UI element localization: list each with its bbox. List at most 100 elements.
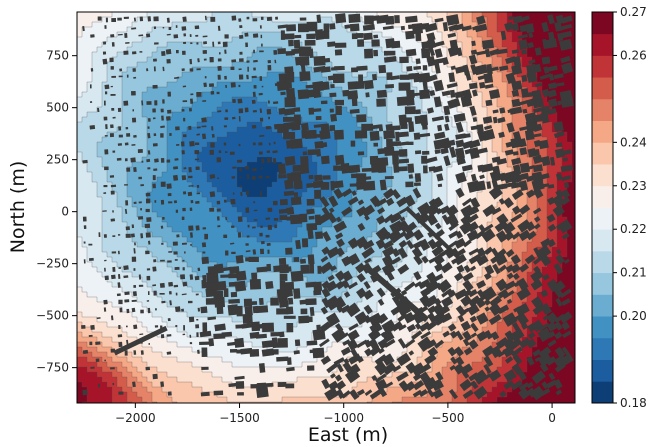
contour-cell xyxy=(157,212,163,218)
contour-cell xyxy=(192,122,198,128)
contour-cell xyxy=(497,57,503,63)
contour-cell xyxy=(107,97,113,103)
contour-cell xyxy=(482,152,488,158)
contour-cell xyxy=(542,127,548,133)
contour-cell xyxy=(107,107,113,113)
contour-cell xyxy=(272,107,278,113)
contour-cell xyxy=(332,57,338,63)
contour-cell xyxy=(527,52,533,58)
contour-cell xyxy=(377,252,383,258)
contour-cell xyxy=(177,62,183,68)
contour-cell xyxy=(567,247,573,253)
contour-cell xyxy=(332,47,338,53)
contour-cell xyxy=(117,237,123,243)
contour-cell xyxy=(557,62,563,68)
contour-cell xyxy=(377,142,383,148)
contour-cell xyxy=(82,127,88,133)
contour-cell xyxy=(512,202,518,208)
contour-cell xyxy=(357,57,363,63)
contour-cell xyxy=(92,122,98,128)
contour-cell xyxy=(557,12,563,18)
contour-cell xyxy=(192,107,198,113)
contour-cell xyxy=(252,127,258,133)
contour-cell xyxy=(432,37,438,43)
contour-cell xyxy=(82,112,88,118)
contour-cell xyxy=(92,192,98,198)
contour-cell xyxy=(427,87,433,93)
contour-cell xyxy=(522,52,528,58)
contour-cell xyxy=(117,37,123,43)
contour-cell xyxy=(222,212,228,218)
contour-cell xyxy=(177,167,183,173)
contour-cell xyxy=(152,242,158,248)
contour-cell xyxy=(82,247,88,253)
contour-cell xyxy=(177,187,183,193)
contour-cell xyxy=(147,252,153,258)
contour-cell xyxy=(217,187,223,193)
contour-cell xyxy=(142,107,148,113)
contour-cell xyxy=(247,157,253,163)
contour-cell xyxy=(497,82,503,88)
contour-cell xyxy=(157,227,163,233)
contour-cell xyxy=(77,152,83,158)
contour-cell xyxy=(547,232,553,238)
contour-cell xyxy=(297,247,303,253)
contour-cell xyxy=(122,127,128,133)
contour-cell xyxy=(112,232,118,238)
contour-cell xyxy=(342,82,348,88)
contour-cell xyxy=(277,187,283,193)
contour-cell xyxy=(287,232,293,238)
contour-cell xyxy=(247,127,253,133)
contour-cell xyxy=(157,47,163,53)
contour-cell xyxy=(352,127,358,133)
contour-cell xyxy=(347,112,353,118)
contour-cell xyxy=(257,202,263,208)
contour-cell xyxy=(167,72,173,78)
contour-cell xyxy=(172,252,178,258)
contour-cell xyxy=(572,47,575,53)
contour-cell xyxy=(427,117,433,123)
contour-cell xyxy=(347,127,353,133)
contour-cell xyxy=(407,12,413,18)
contour-cell xyxy=(92,172,98,178)
contour-cell xyxy=(192,57,198,63)
contour-cell xyxy=(357,107,363,113)
contour-cell xyxy=(102,207,108,213)
contour-cell xyxy=(497,72,503,78)
contour-cell xyxy=(182,187,188,193)
contour-cell xyxy=(367,67,373,73)
contour-cell xyxy=(267,47,273,53)
contour-cell xyxy=(232,242,238,248)
contour-cell xyxy=(362,62,368,68)
contour-cell xyxy=(247,117,253,123)
contour-cell xyxy=(422,192,428,198)
contour-cell xyxy=(87,17,93,23)
contour-cell xyxy=(182,22,188,28)
contour-cell xyxy=(277,17,283,23)
contour-cell xyxy=(207,187,213,193)
contour-cell xyxy=(462,22,468,28)
contour-cell xyxy=(277,42,283,48)
contour-cell xyxy=(317,97,323,103)
contour-cell xyxy=(117,57,123,63)
contour-cell xyxy=(227,202,233,208)
contour-cell xyxy=(527,157,533,163)
contour-cell xyxy=(182,137,188,143)
contour-cell xyxy=(97,162,103,168)
contour-cell xyxy=(557,237,563,243)
contour-cell xyxy=(117,252,123,258)
contour-cell xyxy=(342,177,348,183)
contour-cell xyxy=(242,237,248,243)
contour-cell xyxy=(192,222,198,228)
contour-cell xyxy=(192,247,198,253)
contour-cell xyxy=(342,112,348,118)
contour-cell xyxy=(432,147,438,153)
contour-cell xyxy=(572,22,575,28)
contour-cell xyxy=(392,12,398,18)
contour-cell xyxy=(197,82,203,88)
contour-cell xyxy=(77,222,83,228)
contour-cell xyxy=(242,137,248,143)
contour-cell xyxy=(122,227,128,233)
contour-cell xyxy=(152,47,158,53)
contour-cell xyxy=(437,122,443,128)
